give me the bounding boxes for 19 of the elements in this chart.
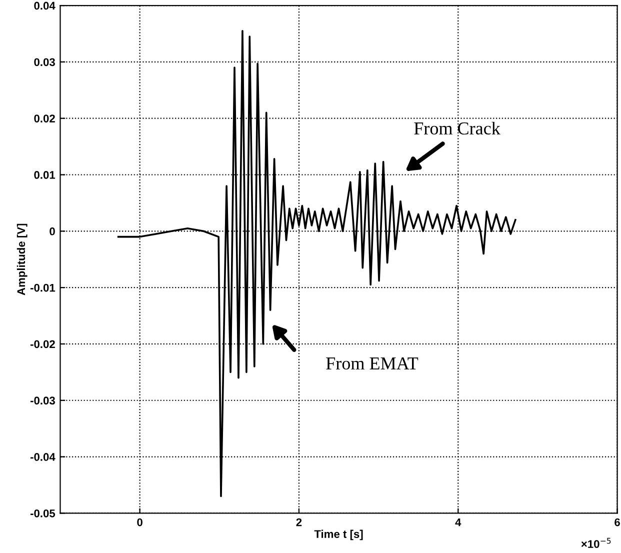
x-tick-label: 4 [455,518,462,526]
y-tick-label: -0.05 [30,509,56,518]
x-axis-title: Time t [s] [314,530,363,540]
y-tick-label: 0 [50,227,55,236]
y-axis-title: Amplitude [V] [16,224,28,296]
annotation: From EMAT [326,357,418,370]
y-tick-label: -0.01 [30,284,56,292]
y-tick-label: -0.03 [30,396,55,405]
x-tick-label: 2 [296,518,302,526]
text: ×10$^{−5}$ [581,538,611,548]
y-tick-label: 0.04 [34,2,56,10]
x-tick-label: 6 [614,518,620,526]
y-tick-label: 0.01 [34,171,56,179]
annotation: From Crack [414,122,500,135]
x-tick-label: 0 [137,518,142,526]
y-tick-label: -0.02 [30,340,55,348]
y-tick-label: 0.03 [34,58,55,66]
y-tick-label: -0.04 [30,453,56,461]
y-tick-label: 0.02 [34,114,55,122]
